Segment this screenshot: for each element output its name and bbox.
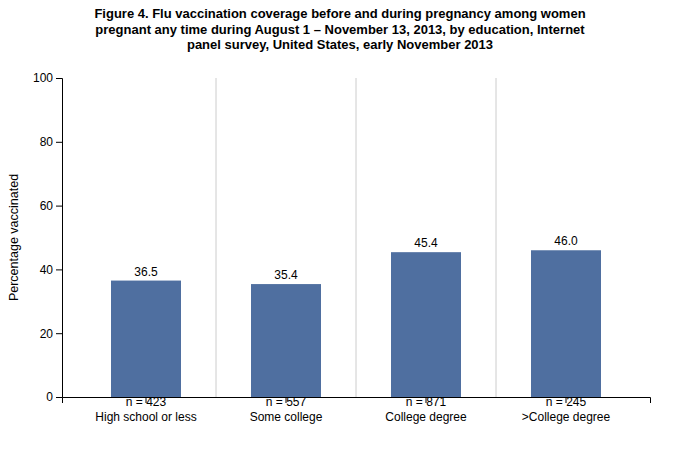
y-tick: 60 <box>40 199 62 213</box>
plot: 36.5 35.4 45.4 46.0 0 20 40 60 80 100 n = 423High … <box>33 71 651 424</box>
n-label: n = 871 <box>406 395 447 409</box>
y-tick: 0 <box>46 390 62 404</box>
y-tick-mark <box>56 333 62 334</box>
category-label: High school or less <box>95 410 196 424</box>
y-tick-label: 0 <box>46 390 53 404</box>
data-label: 46.0 <box>554 234 578 248</box>
y-tick-mark <box>56 78 62 79</box>
separator <box>216 78 217 397</box>
x-tick-label: n = 423High school or less <box>95 395 196 424</box>
y-tick-mark <box>56 142 62 143</box>
data-label: 45.4 <box>414 236 438 250</box>
y-tick-mark <box>56 397 62 398</box>
y-tick-label: 20 <box>40 327 54 341</box>
x-tick-label: n = 557Some college <box>250 395 323 424</box>
bars <box>111 250 601 397</box>
y-tick-mark <box>56 269 62 270</box>
y-tick-label: 60 <box>40 199 54 213</box>
y-tick-mark <box>56 206 62 207</box>
y-tick: 40 <box>40 263 62 277</box>
y-tick-label: 80 <box>40 135 54 149</box>
bar <box>111 281 181 397</box>
category-label: College degree <box>385 410 467 424</box>
separator <box>496 78 497 397</box>
x-tick-label: n = 245>College degree <box>522 395 611 424</box>
title: Figure 4. Flu vaccination coverage befor… <box>94 6 585 52</box>
n-label: n = 557 <box>266 395 307 409</box>
chart: Figure 4. Flu vaccination coverage befor… <box>0 0 680 449</box>
title-line: panel survey, United States, early Novem… <box>187 37 493 52</box>
title-line: Figure 4. Flu vaccination coverage befor… <box>94 6 585 21</box>
x-tick: n = 557Some college <box>250 395 323 424</box>
y-tick-label: 100 <box>33 71 53 85</box>
data-label: 36.5 <box>134 265 158 279</box>
category-label: Some college <box>250 410 323 424</box>
title-line: pregnant any time during August 1 – Nove… <box>95 22 585 37</box>
bar <box>391 252 461 397</box>
x-tick: n = 871College degree <box>385 395 467 424</box>
n-label: n = 245 <box>546 395 587 409</box>
y-axis-line <box>56 79 63 398</box>
x-axis: n = 423High school or less n = 557Some co… <box>63 395 651 424</box>
category-label: >College degree <box>522 410 611 424</box>
y-tick-label: 40 <box>40 263 54 277</box>
x-tick: n = 245>College degree <box>522 395 611 424</box>
y-axis: 0 20 40 60 80 100 <box>33 71 63 404</box>
x-tick: n = 423High school or less <box>95 395 196 424</box>
separator <box>356 78 357 397</box>
bar <box>251 284 321 397</box>
data-label: 35.4 <box>274 268 298 282</box>
bar <box>531 250 601 397</box>
x-tick-label: n = 871College degree <box>385 395 467 424</box>
separators <box>216 78 496 397</box>
y-tick: 20 <box>40 327 62 341</box>
y-axis-title: Percentage vaccinated <box>7 174 21 301</box>
y-tick: 100 <box>33 71 62 85</box>
y-tick: 80 <box>40 135 62 149</box>
data-labels: 36.5 35.4 45.4 46.0 <box>134 234 578 282</box>
n-label: n = 423 <box>126 395 167 409</box>
